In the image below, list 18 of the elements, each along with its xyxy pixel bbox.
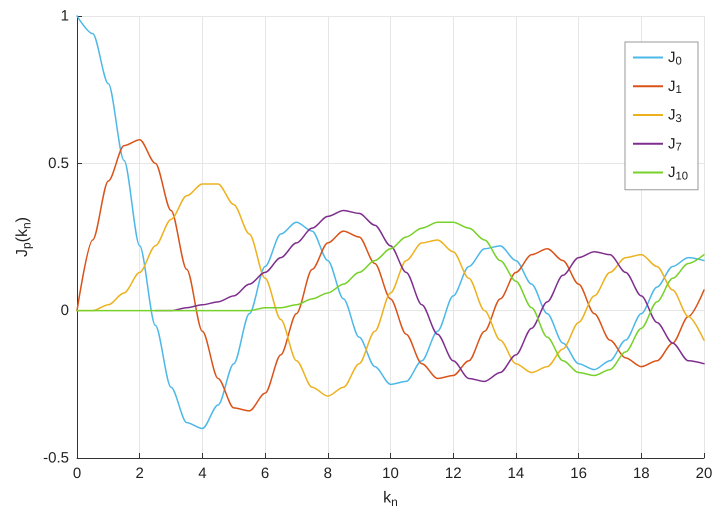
y-axis-title: Jp(kn) [14,217,34,257]
y-tick-label: 0 [60,302,69,320]
x-tick-label: 14 [508,465,524,482]
x-tick-label: 2 [136,465,144,482]
y-tick-label: 1 [60,8,69,24]
x-tick-label: 16 [570,465,587,482]
line-series [76,222,705,376]
x-tick-label: 18 [632,465,650,482]
y-tick-label: -0.5 [43,450,69,466]
x-tick-label: 0 [72,465,82,482]
x-tick-label: 6 [260,465,270,482]
x-tick-label: 4 [198,465,207,482]
x-tick-label: 8 [324,465,332,482]
x-tick-label: 12 [444,465,462,482]
x-tick-label: 20 [696,465,712,482]
line-series [76,139,705,412]
x-tick-label: 10 [382,465,399,482]
y-tick-label: 0.5 [48,154,69,172]
